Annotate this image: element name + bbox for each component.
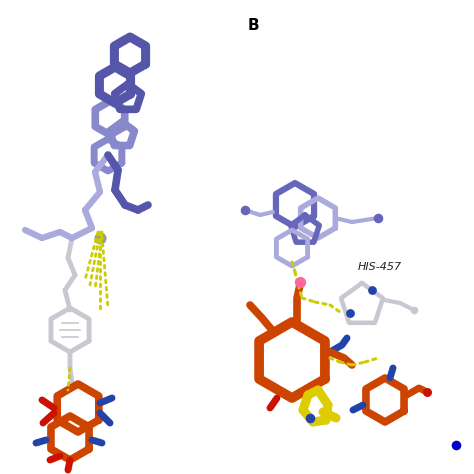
Point [410,306,418,314]
Point [452,441,460,449]
Point [346,309,354,317]
Point [423,388,431,396]
Point [241,206,249,214]
Text: HIS-457: HIS-457 [358,262,402,272]
Point [96,234,104,242]
Text: B: B [248,18,260,33]
Point [368,286,376,294]
Point [306,414,314,422]
Point [374,214,382,222]
Point [296,278,304,286]
